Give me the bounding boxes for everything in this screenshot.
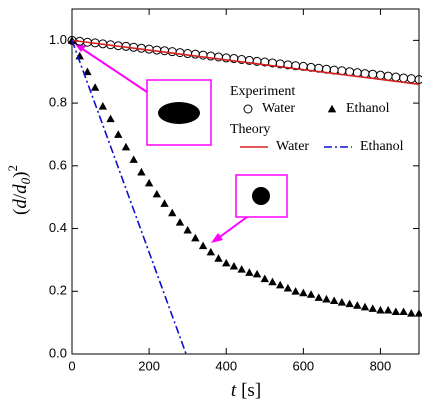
y-label-var: d — [10, 199, 31, 209]
y-tick-label: 1.0 — [49, 32, 67, 47]
x-tick-label: 800 — [370, 358, 392, 373]
data-point — [391, 307, 401, 316]
legend-marker — [327, 104, 337, 113]
y-tick-label: 0.0 — [49, 345, 67, 360]
y-label-close: ) — [10, 172, 31, 178]
x-axis-label: t [s] — [231, 380, 261, 401]
data-point — [175, 48, 185, 58]
data-point — [75, 51, 84, 60]
data-point — [291, 287, 300, 295]
droplet-image — [158, 102, 200, 124]
data-point — [175, 218, 185, 226]
data-point — [329, 296, 339, 305]
data-point — [83, 67, 92, 76]
data-point — [106, 114, 115, 123]
data-point — [375, 70, 385, 80]
arrow-head — [74, 43, 86, 52]
data-point — [198, 241, 208, 250]
data-point — [383, 71, 393, 81]
data-point — [167, 47, 177, 57]
data-point — [276, 280, 285, 289]
theory-line — [71, 39, 420, 86]
data-point — [368, 304, 377, 312]
data-point — [144, 178, 154, 187]
data-point — [90, 83, 100, 91]
inset-arrow — [216, 216, 248, 240]
data-point — [306, 290, 316, 298]
x-tick-label: 400 — [215, 358, 237, 373]
y-tick-label: 0.4 — [49, 220, 67, 235]
data-point — [222, 258, 231, 267]
data-point — [299, 288, 308, 297]
data-point — [353, 301, 362, 309]
data-point — [314, 293, 323, 301]
plot-area — [71, 8, 420, 355]
droplet-image — [252, 187, 270, 205]
legend-group-title: Experiment — [230, 84, 295, 99]
legend-label: Water — [262, 101, 295, 116]
x-tick-label: 0 — [68, 358, 75, 373]
data-point — [383, 305, 393, 314]
data-point — [183, 49, 193, 59]
data-point — [152, 189, 162, 198]
arrow-head — [211, 233, 223, 243]
data-point — [191, 233, 200, 242]
data-point — [168, 208, 177, 217]
data-point — [214, 254, 223, 262]
data-point — [368, 69, 378, 79]
data-point — [160, 199, 169, 207]
data-point — [322, 294, 331, 303]
data-point — [245, 268, 254, 276]
data-point — [337, 298, 347, 306]
legend-group-title: Theory — [230, 122, 270, 137]
legend-label: Water — [276, 139, 309, 154]
plot-frame — [71, 8, 420, 355]
data-point — [67, 36, 77, 44]
y-tick-label: 0.2 — [49, 283, 67, 298]
legend-marker — [243, 104, 253, 114]
data-point — [345, 299, 354, 308]
legend-label: Ethanol — [346, 101, 390, 116]
data-point — [129, 155, 138, 163]
x-tick-label: 600 — [292, 358, 314, 373]
y-label-slash: / — [10, 193, 31, 199]
theory-line — [71, 40, 187, 355]
data-point — [391, 72, 401, 82]
y-axis-label: (d/d0)2 — [5, 165, 33, 215]
x-tick-label: 200 — [138, 358, 160, 373]
y-tick-label: 0.6 — [49, 157, 67, 172]
data-point — [406, 74, 416, 84]
data-point — [183, 225, 192, 234]
data-point — [114, 130, 123, 138]
data-point — [160, 46, 170, 56]
data-point — [360, 302, 370, 311]
x-label-unit: [s] — [241, 380, 261, 401]
data-point — [121, 142, 131, 151]
data-point — [98, 102, 108, 110]
data-point — [229, 261, 239, 270]
data-point — [407, 309, 416, 317]
y-tick-label: 0.8 — [49, 95, 67, 110]
data-point — [237, 265, 246, 273]
data-point — [376, 305, 385, 314]
y-label-sup: 2 — [5, 165, 20, 172]
data-point — [260, 274, 269, 283]
data-point — [399, 73, 409, 83]
data-point — [206, 247, 215, 256]
data-point — [252, 269, 262, 278]
y-label-open: ( — [10, 209, 31, 215]
data-point — [283, 283, 293, 292]
x-label-var: t — [231, 380, 237, 401]
data-point — [268, 277, 277, 286]
data-point — [399, 307, 408, 316]
y-label-base: d — [10, 184, 31, 194]
inset-arrow — [77, 45, 148, 93]
y-label-sub: 0 — [18, 177, 33, 184]
data-point — [137, 167, 146, 176]
legend-label: Ethanol — [360, 139, 404, 154]
data-point — [414, 309, 422, 317]
